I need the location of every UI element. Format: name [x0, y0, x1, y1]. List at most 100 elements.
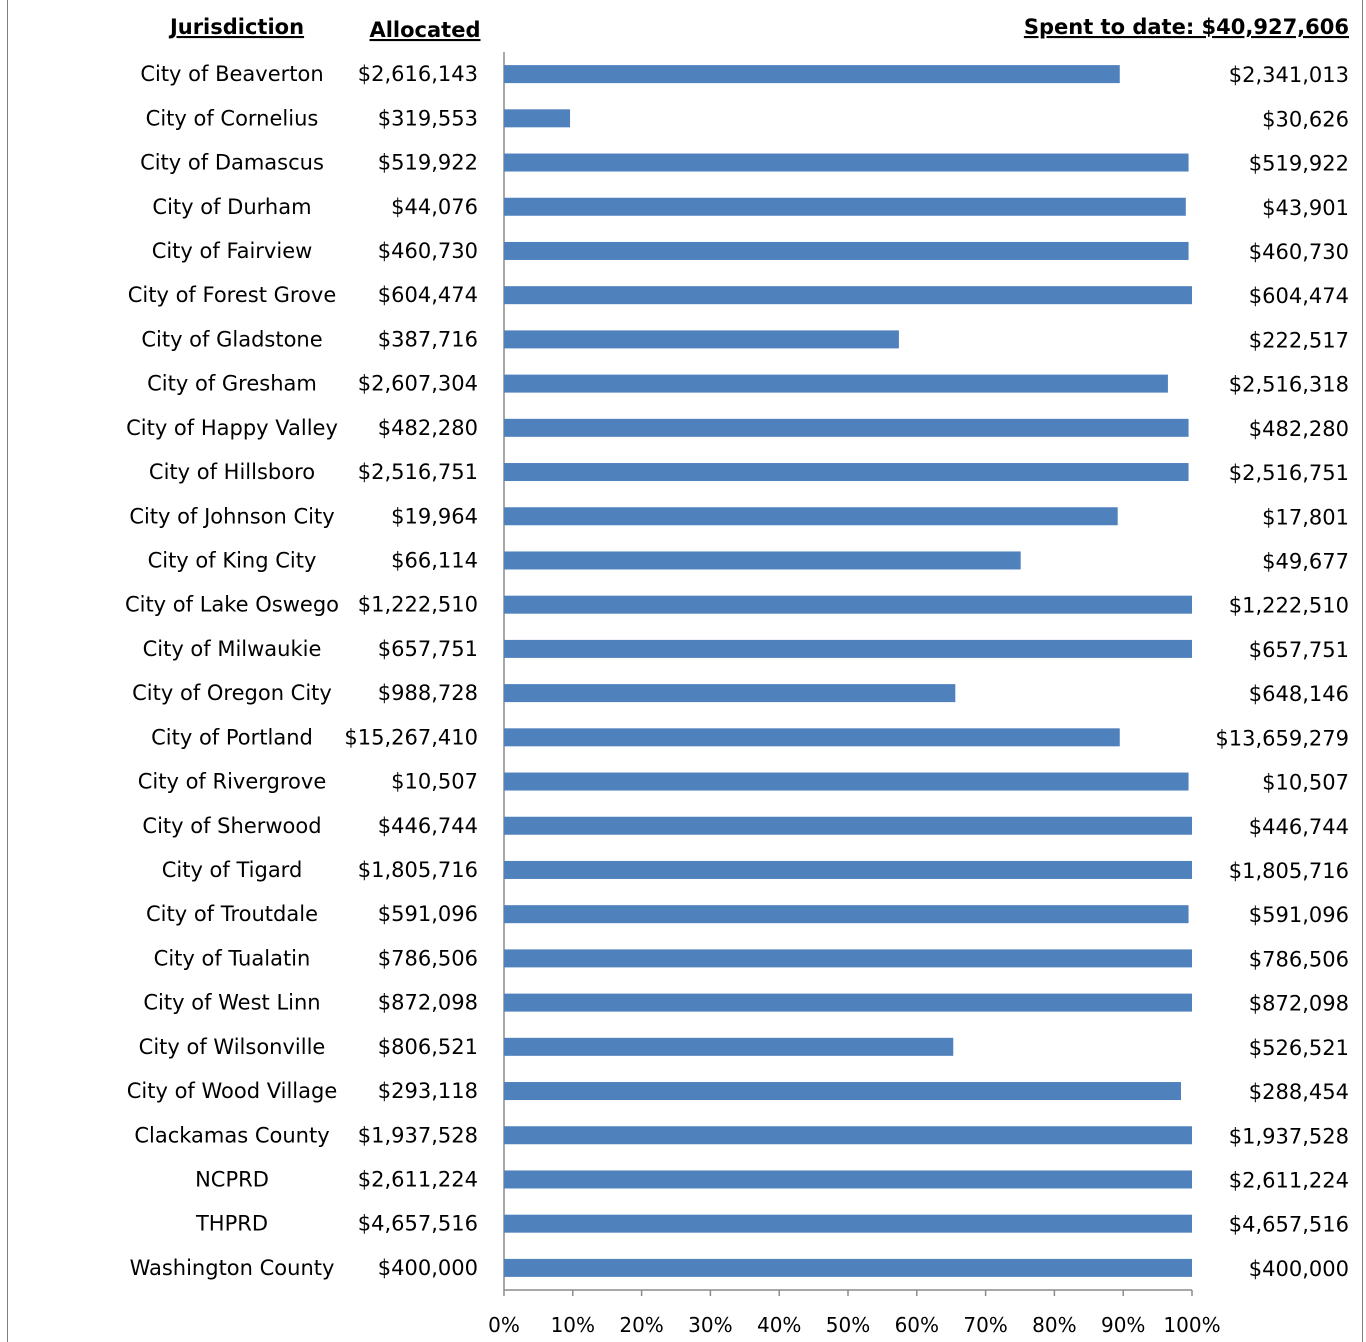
allocated-value: $2,516,751	[358, 460, 478, 484]
spent-value: $657,751	[1249, 638, 1349, 662]
x-tick-label: 70%	[963, 1313, 1007, 1337]
jurisdiction-label: City of Portland	[151, 725, 313, 749]
spent-value: $2,516,751	[1229, 461, 1349, 485]
allocated-value: $15,267,410	[344, 725, 478, 749]
allocated-value: $786,506	[378, 946, 478, 970]
spent-value: $604,474	[1249, 284, 1349, 308]
percent-bar	[504, 241, 1189, 260]
percent-bar	[504, 463, 1189, 482]
spent-value: $2,611,224	[1229, 1168, 1349, 1192]
jurisdiction-label: City of Tigard	[162, 858, 303, 882]
spent-value: $872,098	[1249, 992, 1349, 1016]
jurisdiction-label: City of Hillsboro	[149, 460, 315, 484]
spent-to-date-header: Spent to date: $40,927,606	[1024, 15, 1349, 39]
percent-bar	[504, 197, 1186, 216]
percent-bar	[504, 1082, 1181, 1101]
x-tick-label: 100%	[1163, 1313, 1220, 1337]
jurisdiction-label: City of Sherwood	[142, 814, 321, 838]
percent-bar	[504, 1126, 1192, 1145]
percent-bar	[504, 639, 1192, 658]
jurisdiction-label: City of Beaverton	[140, 62, 323, 86]
spent-value: $43,901	[1262, 196, 1349, 220]
jurisdiction-header: Jurisdiction	[168, 15, 304, 39]
x-tick-label: 50%	[826, 1313, 870, 1337]
jurisdiction-label: City of Forest Grove	[128, 283, 337, 307]
allocated-value: $10,507	[391, 770, 478, 794]
jurisdiction-label: City of Troutdale	[146, 902, 318, 926]
allocated-value: $460,730	[378, 239, 478, 263]
allocated-header: Allocated	[369, 18, 480, 42]
spent-value: $1,805,716	[1229, 859, 1349, 883]
jurisdiction-label: THPRD	[195, 1212, 268, 1236]
percent-bar	[504, 816, 1192, 835]
percent-bar	[504, 330, 899, 349]
spent-value: $4,657,516	[1229, 1213, 1349, 1237]
percent-bar	[504, 905, 1189, 924]
jurisdiction-label: City of Tualatin	[154, 946, 311, 970]
jurisdiction-label: City of West Linn	[143, 991, 320, 1015]
spent-value: $1,937,528	[1229, 1124, 1349, 1148]
jurisdiction-label: Washington County	[130, 1256, 335, 1280]
spent-value: $2,516,318	[1229, 373, 1349, 397]
jurisdiction-label: City of Happy Valley	[126, 416, 338, 440]
percent-bar	[504, 993, 1192, 1012]
allocated-value: $319,553	[378, 106, 478, 130]
spent-value: $49,677	[1262, 549, 1349, 573]
allocated-value: $2,611,224	[358, 1167, 478, 1191]
jurisdiction-label: City of Wood Village	[127, 1079, 338, 1103]
percent-bar	[504, 595, 1192, 614]
x-tick-label: 30%	[688, 1313, 732, 1337]
allocated-value: $2,607,304	[358, 372, 478, 396]
x-tick-label: 80%	[1032, 1313, 1076, 1337]
percent-bar	[504, 1214, 1192, 1233]
allocated-value: $66,114	[391, 548, 478, 572]
jurisdiction-label: City of Gladstone	[141, 327, 322, 351]
jurisdiction-label: City of Milwaukie	[143, 637, 322, 661]
jurisdiction-label: City of Damascus	[140, 151, 324, 175]
allocated-value: $44,076	[391, 195, 478, 219]
jurisdiction-label: City of Cornelius	[146, 106, 319, 130]
percent-bar	[504, 551, 1021, 570]
percent-bar	[504, 65, 1120, 84]
jurisdiction-label: City of Gresham	[147, 372, 317, 396]
allocated-value: $2,616,143	[358, 62, 478, 86]
percent-bar	[504, 153, 1189, 172]
allocated-value: $482,280	[378, 416, 478, 440]
percent-bar	[504, 286, 1192, 305]
spent-value: $1,222,510	[1229, 594, 1349, 618]
spent-value: $482,280	[1249, 417, 1349, 441]
spent-value: $30,626	[1262, 107, 1349, 131]
jurisdiction-label: City of Wilsonville	[139, 1035, 326, 1059]
percent-bar	[504, 860, 1192, 879]
percent-bar	[504, 1258, 1192, 1277]
spent-value: $460,730	[1249, 240, 1349, 264]
jurisdiction-label: City of Oregon City	[132, 681, 332, 705]
allocated-value: $591,096	[378, 902, 478, 926]
allocated-value: $604,474	[378, 283, 478, 307]
percent-bar	[504, 1170, 1192, 1189]
jurisdiction-label: City of Lake Oswego	[125, 593, 339, 617]
spent-value: $13,659,279	[1215, 726, 1349, 750]
jurisdiction-label: Clackamas County	[134, 1123, 329, 1147]
spent-value: $10,507	[1262, 771, 1349, 795]
x-tick-label: 20%	[619, 1313, 663, 1337]
jurisdiction-label: City of King City	[148, 548, 317, 572]
percent-bar	[504, 684, 956, 703]
allocated-value: $446,744	[378, 814, 478, 838]
x-tick-label: 40%	[757, 1313, 801, 1337]
allocated-value: $19,964	[391, 504, 478, 528]
allocated-value: $293,118	[378, 1079, 478, 1103]
allocated-value: $1,805,716	[358, 858, 478, 882]
jurisdiction-label: City of Fairview	[152, 239, 313, 263]
x-tick-label: 10%	[551, 1313, 595, 1337]
spent-value: $591,096	[1249, 903, 1349, 927]
spent-value: $519,922	[1249, 152, 1349, 176]
spent-value: $2,341,013	[1229, 63, 1349, 87]
spent-value: $222,517	[1249, 328, 1349, 352]
percent-bar	[504, 728, 1120, 747]
jurisdiction-label: NCPRD	[195, 1167, 269, 1191]
jurisdiction-label: City of Johnson City	[129, 504, 334, 528]
spent-value: $648,146	[1249, 682, 1349, 706]
spent-value: $446,744	[1249, 815, 1349, 839]
